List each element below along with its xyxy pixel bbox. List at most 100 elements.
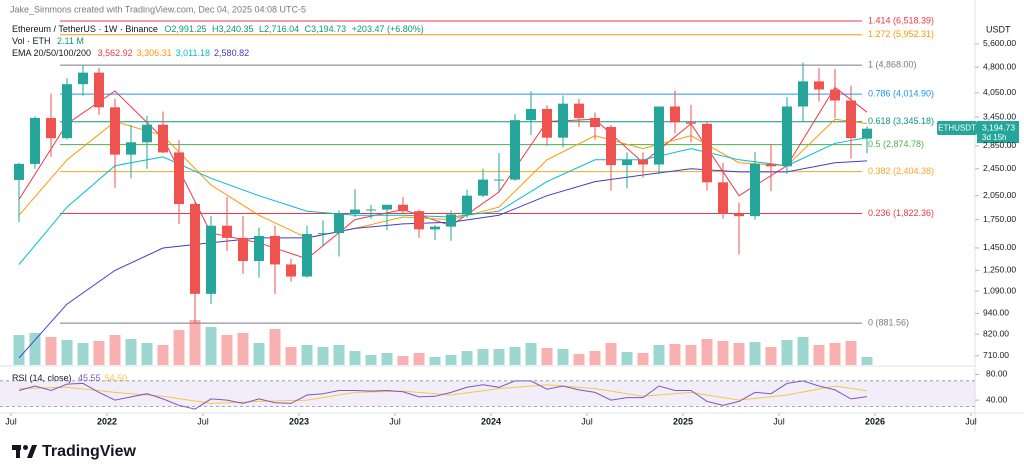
- volume-bar: [29, 333, 41, 365]
- ema-value: 3,562.92: [98, 48, 133, 58]
- volume-bar: [621, 352, 633, 365]
- candle-body: [590, 117, 600, 128]
- y-tick-label: 820.00: [983, 328, 1009, 338]
- candle-body: [622, 159, 632, 166]
- ema-line: [18, 137, 868, 265]
- currency: USDT: [986, 24, 1011, 34]
- candle-body: [494, 179, 504, 181]
- candle-body: [270, 235, 280, 265]
- logo-part: [27, 445, 37, 458]
- x-tick-label: 2026: [865, 416, 885, 426]
- candle-body: [830, 89, 840, 101]
- candle-body: [510, 120, 520, 180]
- x-tick-label: Jul: [581, 416, 593, 426]
- x-tick-label: Jul: [197, 416, 209, 426]
- legend-symbol: Ethereum / TetherUS · 1W · Binance O2,99…: [12, 24, 424, 34]
- brand: TradingView: [42, 443, 137, 460]
- volume-bar: [301, 345, 313, 365]
- legend-rsi: RSI (14, close) 45.55 54.50: [12, 373, 127, 383]
- volume-bar: [77, 343, 89, 365]
- candle-body: [366, 209, 376, 211]
- volume-bar: [45, 337, 57, 365]
- volume-bar: [445, 355, 457, 365]
- rsi-ma-line: [18, 384, 868, 404]
- volume-bar: [109, 335, 121, 365]
- x-tick-label: 2024: [481, 416, 501, 426]
- price-tag-symbol: ETHUSDT: [938, 124, 976, 133]
- ema-value: 3,306.31: [137, 48, 172, 58]
- candle-body: [142, 124, 152, 143]
- volume-bar: [413, 353, 425, 365]
- y-tick-label: 710.00: [983, 350, 1009, 360]
- candle-body: [766, 163, 776, 167]
- candle-body: [254, 235, 264, 262]
- volume-bar: [765, 347, 777, 365]
- volume-bar: [13, 335, 25, 365]
- fib-label: 0 (881.56): [868, 317, 909, 327]
- volume-bar: [797, 337, 809, 365]
- volume-bar: [93, 341, 105, 365]
- volume-bar: [541, 348, 553, 365]
- fib-label: 1 (4,868.00): [868, 59, 917, 69]
- candle-body: [654, 106, 664, 165]
- fib-label: 0.382 (2,404.38): [868, 166, 934, 176]
- volume-bar: [285, 347, 297, 365]
- candle-body: [318, 233, 328, 235]
- rsi-value: 45.55: [78, 373, 101, 383]
- y-tick-label: 1,450.00: [983, 242, 1016, 252]
- candle-body: [78, 72, 88, 85]
- candle-body: [14, 163, 24, 180]
- fib-label: 0.618 (3,345.18): [868, 116, 934, 126]
- fib-label: 0.236 (1,822.36): [868, 208, 934, 218]
- y-tick-label: 4,050.00: [983, 87, 1016, 97]
- fib-label: 0.786 (4,014.90): [868, 89, 934, 99]
- fib-label: 1.414 (6,518.39): [868, 15, 934, 25]
- candle-body: [686, 122, 696, 124]
- rsi-tick-label: 80.00: [986, 369, 1008, 379]
- candle-body: [782, 106, 792, 167]
- candle-body: [222, 225, 232, 238]
- candle-body: [206, 225, 216, 294]
- volume-bar: [861, 357, 873, 365]
- volume-bar: [573, 354, 585, 365]
- candle-body: [526, 108, 536, 121]
- volume-bar: [381, 353, 393, 365]
- price-tag-bg: [977, 121, 1019, 143]
- y-tick-label: 1,090.00: [983, 285, 1016, 295]
- candle-body: [62, 84, 72, 139]
- logo-part: [16, 445, 20, 458]
- volume-bar: [173, 330, 185, 365]
- candle-body: [462, 195, 472, 215]
- candle-body: [574, 103, 584, 118]
- candle-body: [126, 142, 136, 155]
- volume-bar: [845, 341, 857, 365]
- ema-value: 2,580.82: [214, 48, 249, 58]
- fib-label: 1.272 (5,952.31): [868, 29, 934, 39]
- volume-bar: [781, 340, 793, 365]
- candle-body: [302, 234, 312, 277]
- volume-bar: [813, 345, 825, 365]
- x-tick-label: Jul: [773, 416, 785, 426]
- price-tag-price: 3,194.73: [982, 122, 1015, 132]
- volume-value: 2.11 M: [57, 36, 84, 46]
- candle-body: [158, 124, 168, 153]
- volume-bar: [669, 344, 681, 365]
- candle-body: [446, 214, 456, 227]
- logo-part: [23, 445, 28, 450]
- candle-body: [558, 103, 568, 138]
- brand-logo: TradingView: [12, 443, 137, 460]
- volume-bar: [157, 345, 169, 365]
- candle-body: [542, 108, 552, 138]
- ohlc-open: O2,991.25: [164, 24, 206, 34]
- y-tick-label: 2,850.00: [983, 140, 1016, 150]
- y-tick-label: 1,750.00: [983, 214, 1016, 224]
- volume-bar: [701, 339, 713, 365]
- candle-body: [718, 182, 728, 214]
- candle-body: [382, 204, 392, 210]
- candle-body: [478, 179, 488, 196]
- y-tick-label: 3,450.00: [983, 111, 1016, 121]
- volume-bar: [525, 343, 537, 365]
- ohlc-change: +203.47 (+6.80%): [352, 24, 424, 34]
- candle-body: [846, 100, 856, 139]
